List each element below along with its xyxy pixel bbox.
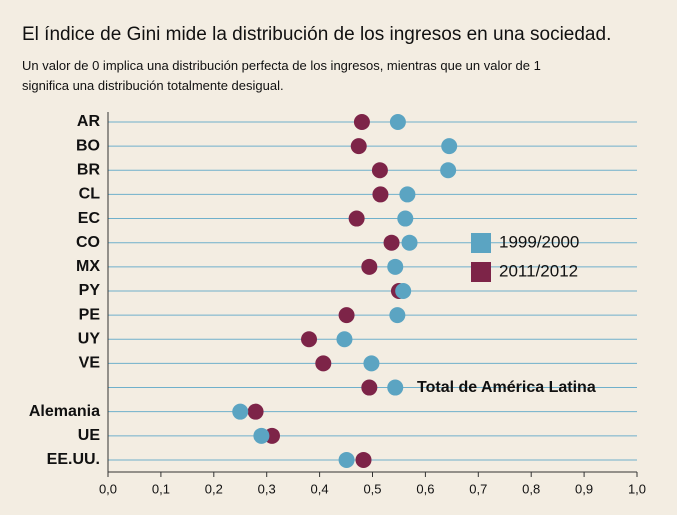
category-label: CO [76,234,100,251]
x-tick-label: 0,3 [258,481,276,496]
dot [395,282,412,299]
dot [361,258,378,275]
dot [338,307,355,324]
category-label: PY [79,282,101,299]
dot [350,138,367,155]
dot [247,403,264,420]
dot [387,379,404,396]
dot [232,403,249,420]
x-tick-label: 0,2 [205,481,223,496]
x-tick-label: 0,0 [99,481,117,496]
dot [401,234,418,251]
dot [353,114,370,130]
dot [441,138,458,155]
legend-label: 2011/2012 [499,261,578,280]
category-label: UE [78,427,101,444]
category-label: MX [76,258,100,275]
category-label: CL [79,186,101,203]
dot [363,355,380,372]
x-tick-label: 0,1 [152,481,170,496]
legend-swatch [471,262,491,282]
x-tick-label: 0,7 [469,481,487,496]
category-label: PE [79,306,101,323]
annotation: Total de América Latina [417,379,596,396]
dot [301,331,318,348]
category-label: VE [79,355,101,372]
dot [389,114,406,130]
x-tick-label: 0,9 [575,481,593,496]
legend-label: 1999/2000 [499,232,579,251]
dot [361,379,378,396]
category-label: BO [76,137,100,154]
x-tick-label: 0,8 [522,481,540,496]
dot [389,307,406,324]
dot [348,210,365,227]
dot [355,451,372,468]
chart-subtitle: Un valor de 0 implica una distribución p… [22,58,541,93]
x-tick-label: 0,5 [363,481,381,496]
category-label: AR [77,113,101,130]
dot [315,355,332,372]
category-label: UY [78,330,101,347]
dot [253,427,270,444]
dot [399,186,416,203]
dot [336,331,353,348]
dot [371,162,388,179]
category-label: EE.UU. [47,451,100,468]
x-tick-label: 0,4 [311,481,329,496]
category-label: EC [78,210,101,227]
subtitle-box: Un valor de 0 implica una distribución p… [22,58,541,93]
category-label: Alemania [29,403,100,420]
dot [440,162,457,179]
category-label: BR [77,161,101,178]
dot [387,258,404,275]
dot [383,234,400,251]
dot [338,451,355,468]
x-tick-label: 0,6 [416,481,434,496]
legend-swatch [471,233,491,253]
dot [397,210,414,227]
x-tick-label: 1,0 [628,481,646,496]
dot [372,186,389,203]
chart-title: El índice de Gini mide la distribución d… [22,24,611,45]
